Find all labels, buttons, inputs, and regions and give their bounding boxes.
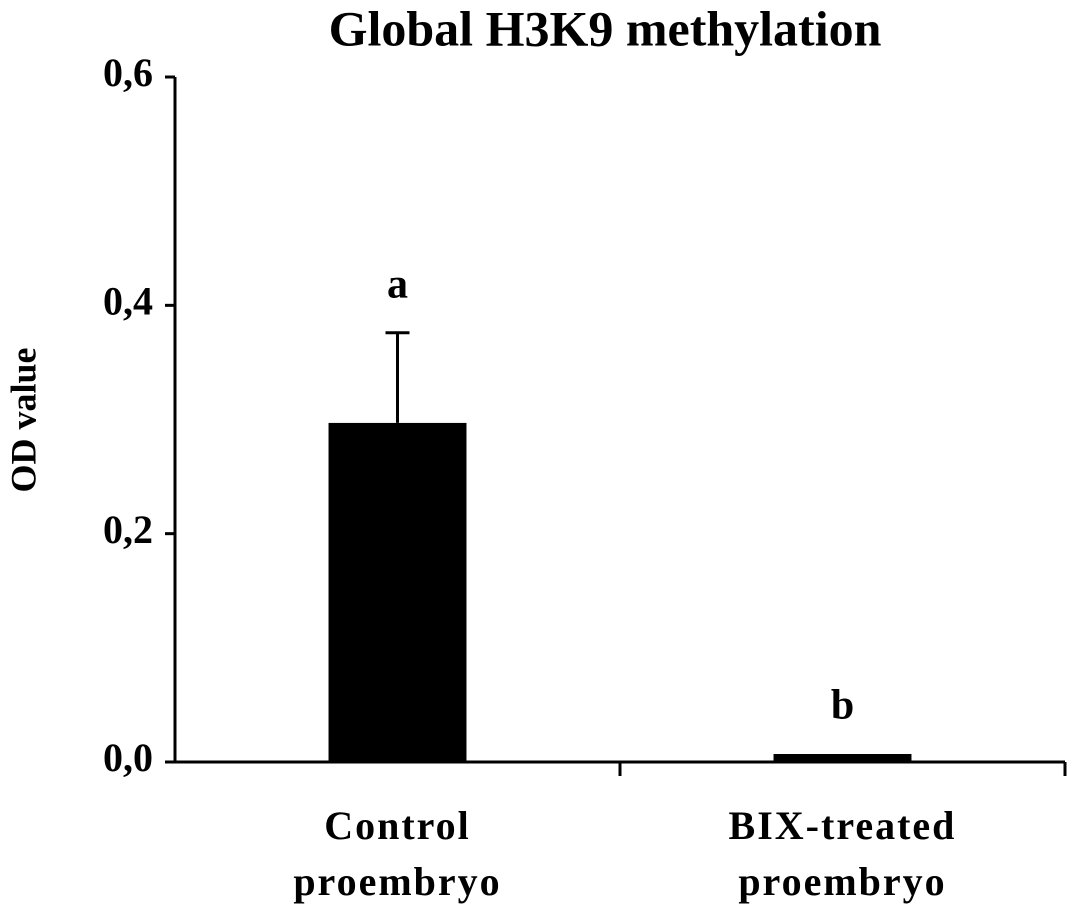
x-tick-label: BIX-treated proembryo bbox=[728, 803, 957, 904]
y-tick-label: 0,6 bbox=[103, 50, 153, 95]
y-tick-label: 0,2 bbox=[103, 507, 153, 552]
y-tick-label: 0,0 bbox=[103, 735, 153, 780]
bar bbox=[773, 754, 912, 762]
y-tick-label: 0,4 bbox=[103, 279, 153, 324]
annotation: b bbox=[831, 683, 854, 729]
bar bbox=[328, 422, 467, 762]
x-tick-label: Control proembryo bbox=[293, 803, 502, 904]
chart-title: Global H3K9 methylation bbox=[329, 0, 882, 56]
annotation: a bbox=[387, 261, 408, 307]
y-axis-label: OD value bbox=[3, 347, 43, 492]
